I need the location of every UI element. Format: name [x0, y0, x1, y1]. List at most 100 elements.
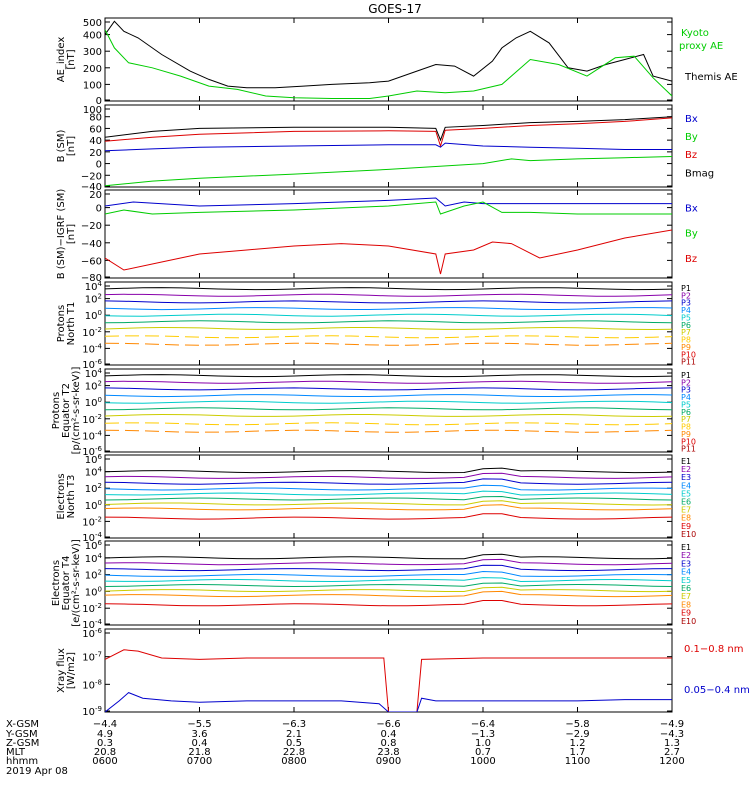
y-tick-label: 0 [96, 96, 102, 107]
y-tick-label: 10-8 [82, 678, 102, 691]
legend-entry: P2 [681, 291, 691, 300]
level-line-e6 [105, 495, 672, 501]
y-tick-label: 200 [83, 64, 102, 75]
level-line-e3 [105, 478, 672, 485]
legend-entry: E10 [681, 530, 696, 539]
level-line-e9 [105, 600, 672, 607]
legend-entry: E6 [681, 584, 691, 593]
y-axis-label: North T1 [66, 302, 77, 346]
x-cell-value: 22.8 [283, 747, 305, 758]
x-cell-value: 1100 [565, 756, 590, 767]
series-line-themis-ae [105, 20, 672, 89]
series-group [105, 20, 672, 99]
series-line-bx [105, 142, 672, 152]
level-line-e8 [105, 590, 672, 598]
level-line-p7 [105, 326, 672, 331]
chart-title: GOES-17 [368, 2, 422, 16]
y-tick-label: 60 [89, 124, 102, 135]
date-label: 2019 Apr 08 [6, 766, 68, 777]
y-tick-label: 10-9 [82, 705, 102, 718]
level-line-e5 [105, 490, 672, 496]
x-cell-value: 3.6 [192, 729, 208, 740]
level-line-p5 [105, 313, 672, 317]
x-cell-value: −4.4 [93, 719, 117, 730]
legend-entry: Bx [685, 114, 698, 125]
level-line-p3 [105, 387, 672, 391]
panel-frame [104, 104, 673, 188]
y-tick-label: 106 [85, 453, 103, 466]
series-line-kyoto-proxy-ae [105, 29, 672, 99]
level-line-e2 [105, 472, 672, 479]
series-line-bz [105, 229, 672, 275]
legend-entry: Bz [685, 150, 697, 161]
legend-entry: P8 [681, 336, 691, 345]
x-cell-value: −2.9 [565, 729, 589, 740]
legend-entry: P7 [681, 415, 691, 424]
level-line-e4 [105, 570, 672, 577]
legend-entry: E10 [681, 617, 696, 626]
level-line-p1 [105, 374, 672, 378]
level-line-e9 [105, 513, 672, 520]
series-line-by [105, 201, 672, 215]
legend-entry: P4 [681, 306, 691, 315]
level-line-p2 [105, 380, 672, 384]
y-tick-label: 400 [83, 31, 102, 42]
y-tick-label: 500 [83, 18, 102, 29]
y-tick-label: 10-4 [82, 342, 102, 355]
y-tick-label: 104 [85, 552, 103, 565]
legend-entry: E1 [681, 543, 691, 552]
y-tick-label: 104 [85, 466, 103, 479]
legend-entry: P4 [681, 393, 691, 402]
legend-entry: By [685, 132, 698, 143]
y-axis-label: B (SM) [56, 129, 67, 162]
legend: Kyoto proxy AE Themis AE [679, 28, 738, 83]
x-cell-value: 0.5 [286, 738, 302, 749]
x-cell-value: 1000 [470, 756, 495, 767]
legend-entry: P3 [681, 386, 691, 395]
x-cell-value: 0600 [92, 756, 117, 767]
y-axis-label: [p/(cm²-s-sr-keV)] [71, 367, 82, 455]
legend-entry: E4 [681, 568, 691, 577]
x-cell-value: 0800 [281, 756, 306, 767]
y-axis-label: Xray flux [56, 648, 67, 693]
x-cell-value: 2.7 [664, 747, 680, 758]
legend-entry: P10 [681, 437, 696, 446]
legend-entry: P3 [681, 299, 691, 308]
y-tick-label: 10-7 [82, 651, 102, 664]
y-axis-label: B (SM)−IGRF (SM) [56, 189, 67, 280]
legend-entry: By [685, 229, 698, 240]
legend-entry: Themis AE [684, 72, 738, 83]
y-tick-label: 100 [83, 105, 102, 116]
y-tick-label: −40 [81, 182, 102, 193]
legend-entry: P2 [681, 378, 691, 387]
y-tick-label: 10-2 [82, 515, 102, 528]
x-cell-value: 1.0 [475, 738, 491, 749]
y-tick-label: 102 [85, 380, 102, 393]
legend-entry: P7 [681, 328, 691, 337]
legend-entry: E4 [681, 481, 691, 490]
legend-entry: P11 [681, 358, 696, 367]
legend-entry: P5 [681, 400, 691, 409]
y-tick-label: 104 [85, 367, 103, 380]
x-cell-value: 2.1 [286, 729, 302, 740]
y-tick-label: 10-2 [82, 413, 102, 426]
series-line-bz [105, 117, 672, 148]
y-tick-label: 10-2 [82, 326, 102, 339]
y-axis-label: Protons [56, 305, 67, 342]
x-cell-value: −1.3 [471, 729, 495, 740]
y-tick-label: 106 [85, 539, 103, 552]
legend-entry: E6 [681, 498, 691, 507]
y-axis-label: [nT] [66, 136, 77, 156]
legend-entry: P11 [681, 445, 696, 454]
chart-panel-3: 200−20−40−60−80B (SM)−IGRF (SM) [nT]BxByB… [56, 189, 698, 284]
y-tick-label: 20 [89, 190, 102, 201]
series-group [105, 374, 672, 433]
y-tick-label: 102 [85, 569, 102, 582]
level-line-e1 [105, 467, 672, 474]
